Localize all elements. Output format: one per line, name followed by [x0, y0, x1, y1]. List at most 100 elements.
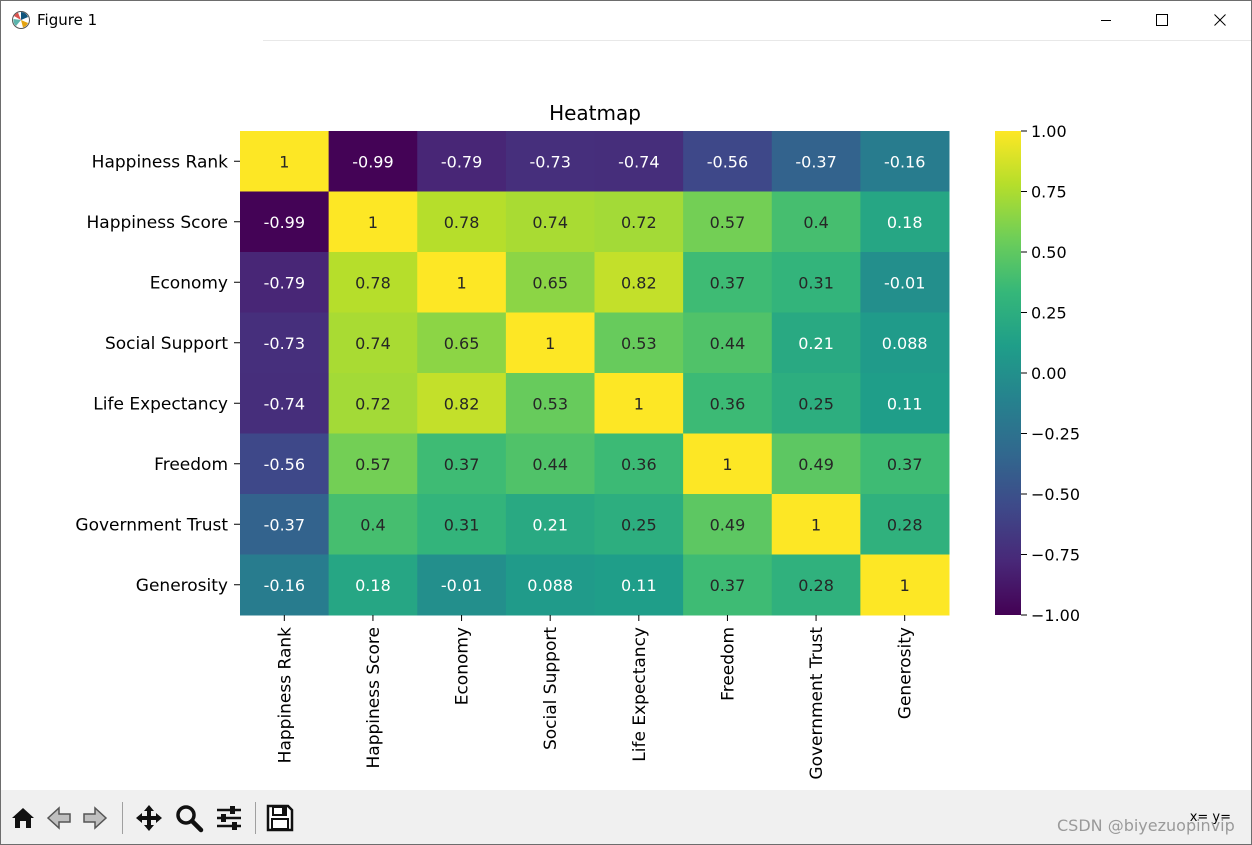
cell-value-label: 0.65: [444, 334, 480, 353]
cell-value-label: 0.11: [621, 576, 657, 595]
y-tick-label: Freedom: [154, 455, 228, 475]
heatmap-cell: [594, 312, 684, 374]
cell-value-label: 0.53: [532, 394, 568, 413]
cell-value-label: 0.74: [532, 213, 568, 232]
cell-value-label: 1: [368, 213, 378, 232]
cell-value-label: 0.28: [798, 576, 834, 595]
cell-value-label: 0.4: [360, 515, 385, 534]
y-tick-label: Happiness Score: [87, 213, 228, 233]
heatmap-cell: [328, 494, 418, 555]
colorbar-tick-label: 0.25: [1031, 304, 1067, 323]
chart-title: Heatmap: [549, 101, 641, 125]
heatmap-cell: [505, 373, 595, 434]
heatmap-cell: [505, 191, 595, 253]
heatmap-cell: [683, 373, 773, 434]
y-tick-label: Social Support: [105, 334, 228, 354]
x-axis: Happiness Rank Happiness Score Economy Soci…: [275, 615, 916, 780]
heatmap-annotations: 1 -0.99 -0.79 -0.73 -0.74 -0.56 -0.37 -0.16 -0.9…: [264, 152, 928, 595]
heatmap-cell: [683, 191, 773, 253]
cell-value-label: 0.36: [621, 455, 657, 474]
cell-value-label: 0.72: [355, 394, 391, 413]
y-tick-label: Generosity: [136, 576, 228, 596]
cell-value-label: 0.44: [532, 455, 568, 474]
cell-value-label: 0.44: [710, 334, 746, 353]
back-button[interactable]: [43, 800, 75, 836]
home-button[interactable]: [7, 800, 39, 836]
cell-value-label: -0.99: [352, 152, 393, 171]
heatmap-cell: [594, 494, 684, 555]
heatmap-cell: [240, 131, 330, 192]
coordinate-readout: x= y=: [1189, 810, 1231, 825]
cell-value-label: 0.49: [710, 515, 746, 534]
heatmap-cell: [417, 252, 507, 313]
cell-value-label: 0.21: [532, 515, 568, 534]
heatmap-cell: [860, 312, 950, 374]
cell-value-label: 0.31: [444, 515, 480, 534]
heatmap-cell: [771, 433, 861, 495]
cell-value-label: 0.36: [710, 394, 746, 413]
cell-value-label: 1: [900, 576, 910, 595]
title-separator: [263, 40, 1251, 41]
heatmap-cell: [594, 433, 684, 495]
heatmap-cell: [417, 554, 507, 616]
cell-value-label: 0.088: [527, 576, 573, 595]
heatmap-cell: [860, 494, 950, 555]
heatmap-cell: [860, 191, 950, 253]
heatmap-cell: [417, 433, 507, 495]
configure-subplots-button[interactable]: [213, 800, 245, 836]
heatmap-cell: [771, 252, 861, 313]
cell-value-label: 0.21: [798, 334, 834, 353]
heatmap-cell: [505, 433, 595, 495]
heatmap-cell: [505, 252, 595, 313]
minimize-button[interactable]: [1083, 1, 1129, 39]
cell-value-label: -0.01: [441, 576, 482, 595]
watermark: CSDN @biyezuopinvip: [1057, 816, 1235, 835]
zoom-button[interactable]: [173, 800, 205, 836]
cell-value-label: 0.72: [621, 213, 657, 232]
colorbar-tick-label: 0.00: [1031, 364, 1067, 383]
maximize-button[interactable]: [1139, 1, 1185, 39]
heatmap-cell: [240, 191, 330, 253]
cell-value-label: 1: [634, 394, 644, 413]
heatmap-cell: [328, 554, 418, 616]
cell-value-label: -0.79: [264, 273, 305, 292]
heatmap-cell: [417, 312, 507, 374]
x-tick-label: Life Expectancy: [630, 627, 650, 762]
cell-value-label: 0.088: [882, 334, 928, 353]
heatmap-cell: [240, 252, 330, 313]
heatmap-cell: [240, 433, 330, 495]
close-button[interactable]: [1197, 1, 1243, 39]
colorbar-tick-label: −0.50: [1031, 485, 1080, 504]
heatmap-cell: [860, 554, 950, 616]
heatmap-cell: [417, 373, 507, 434]
heatmap-cells: [240, 131, 950, 616]
figure-canvas[interactable]: Heatmap 1 -0.99 -0.79 -0.73 -0.74 -0.56 -0.37 -…: [1, 42, 1251, 790]
colorbar: [995, 131, 1021, 615]
x-tick-label: Generosity: [896, 627, 916, 719]
title-bar[interactable]: Figure 1: [1, 1, 1251, 41]
y-tick-label: Happiness Rank: [92, 152, 228, 172]
pan-icon: [136, 805, 162, 831]
heatmap-cell: [683, 494, 773, 555]
x-tick-label: Economy: [453, 627, 473, 705]
heatmap-cell: [594, 131, 684, 192]
x-tick-label: Social Support: [541, 627, 561, 750]
window-title: Figure 1: [37, 11, 98, 29]
cell-value-label: 1: [279, 152, 289, 171]
cell-value-label: 0.25: [621, 515, 657, 534]
cell-value-label: -0.01: [884, 273, 925, 292]
cell-value-label: 0.49: [798, 455, 834, 474]
heatmap-cell: [240, 312, 330, 374]
forward-button[interactable]: [79, 800, 111, 836]
heatmap-cell: [240, 554, 330, 616]
cell-value-label: -0.73: [264, 334, 305, 353]
heatmap-cell: [417, 191, 507, 253]
x-tick-label: Freedom: [718, 627, 738, 701]
heatmap-cell: [683, 312, 773, 374]
heatmap-cell: [505, 554, 595, 616]
navigation-toolbar: x= y=: [1, 790, 1251, 844]
save-button[interactable]: [264, 800, 296, 836]
heatmap-cell: [683, 252, 773, 313]
heatmap-cell: [771, 312, 861, 374]
pan-button[interactable]: [133, 800, 165, 836]
